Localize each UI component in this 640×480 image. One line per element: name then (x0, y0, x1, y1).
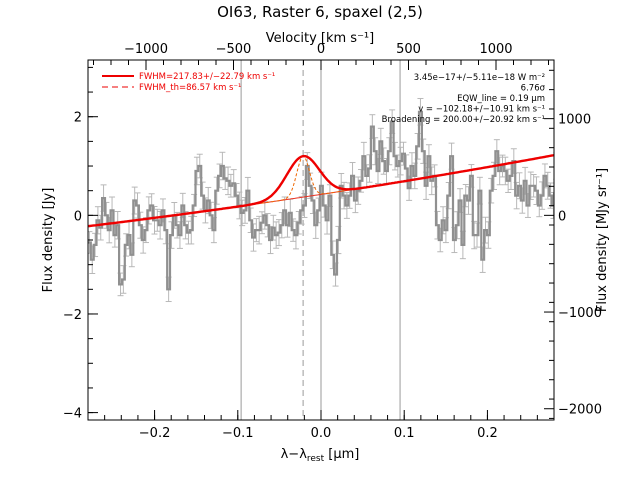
x-axis-label: λ−λrest [μm] (281, 447, 360, 464)
x-tick-label: −0.1 (222, 426, 254, 441)
spectrum-series (88, 97, 554, 303)
y-tick-label: 0 (74, 209, 82, 224)
fit-annotation-3: v = −102.18+/−10.91 km s⁻¹ (418, 105, 545, 115)
fit-profile-line (88, 154, 554, 228)
x-tick-label: −0.2 (139, 426, 171, 441)
chart-title: OI63, Raster 6, spaxel (2,5) (217, 3, 423, 21)
legend-label-1: FWHM_th=86.57 km s⁻¹ (139, 83, 241, 93)
fit-annotation-0: 3.45e−17+/−5.11e−18 W m⁻² (414, 73, 545, 83)
top-tick-label: 0 (317, 42, 325, 57)
x-axis-label-main: λ−λ (281, 447, 308, 462)
x-tick-label: 0.0 (311, 426, 332, 441)
x-axis-label-unit: [μm] (324, 447, 359, 462)
y-axis-label-right: Flux density [MJy sr⁻¹] (595, 168, 610, 312)
x-tick-label: 0.1 (394, 426, 415, 441)
right-tick-label: −2000 (558, 403, 602, 418)
top-tick-label: 1000 (479, 42, 512, 57)
y-tick-label: −4 (63, 407, 82, 422)
fit-model (88, 154, 554, 228)
right-tick-label: 0 (558, 209, 566, 224)
axes: −0.2 −0.1 0.0 0.1 0.2 −1000 −500 0 500 1000 −4 −2 0 2… (63, 42, 602, 441)
y-tick-label: −2 (63, 308, 82, 323)
spectrum-step-line (88, 110, 554, 291)
top-tick-label: 500 (396, 42, 421, 57)
x-axis-label-sub: rest (307, 454, 325, 464)
legend: FWHM=217.83+/−22.79 km s⁻¹FWHM_th=86.57 … (102, 72, 275, 93)
top-axis-label: Velocity [km s⁻¹] (266, 31, 374, 46)
right-tick-label: −1000 (558, 306, 602, 321)
fit-annotation-2: EQW_line = 0.19 μm (457, 94, 545, 104)
right-tick-label: 1000 (558, 113, 591, 128)
fit-annotation-4: Broadening = 200.00+/−20.92 km s⁻¹ (382, 115, 545, 125)
x-tick-label: 0.2 (477, 426, 498, 441)
y-axis-label-left: Flux density [Jy] (41, 188, 56, 293)
legend-label-0: FWHM=217.83+/−22.79 km s⁻¹ (139, 72, 275, 82)
reference-lines (240, 60, 401, 420)
top-tick-label: −500 (216, 42, 252, 57)
y-tick-label: 2 (74, 111, 82, 126)
top-tick-label: −1000 (124, 42, 168, 57)
fit-annotation-1: 6.76σ (521, 84, 546, 94)
